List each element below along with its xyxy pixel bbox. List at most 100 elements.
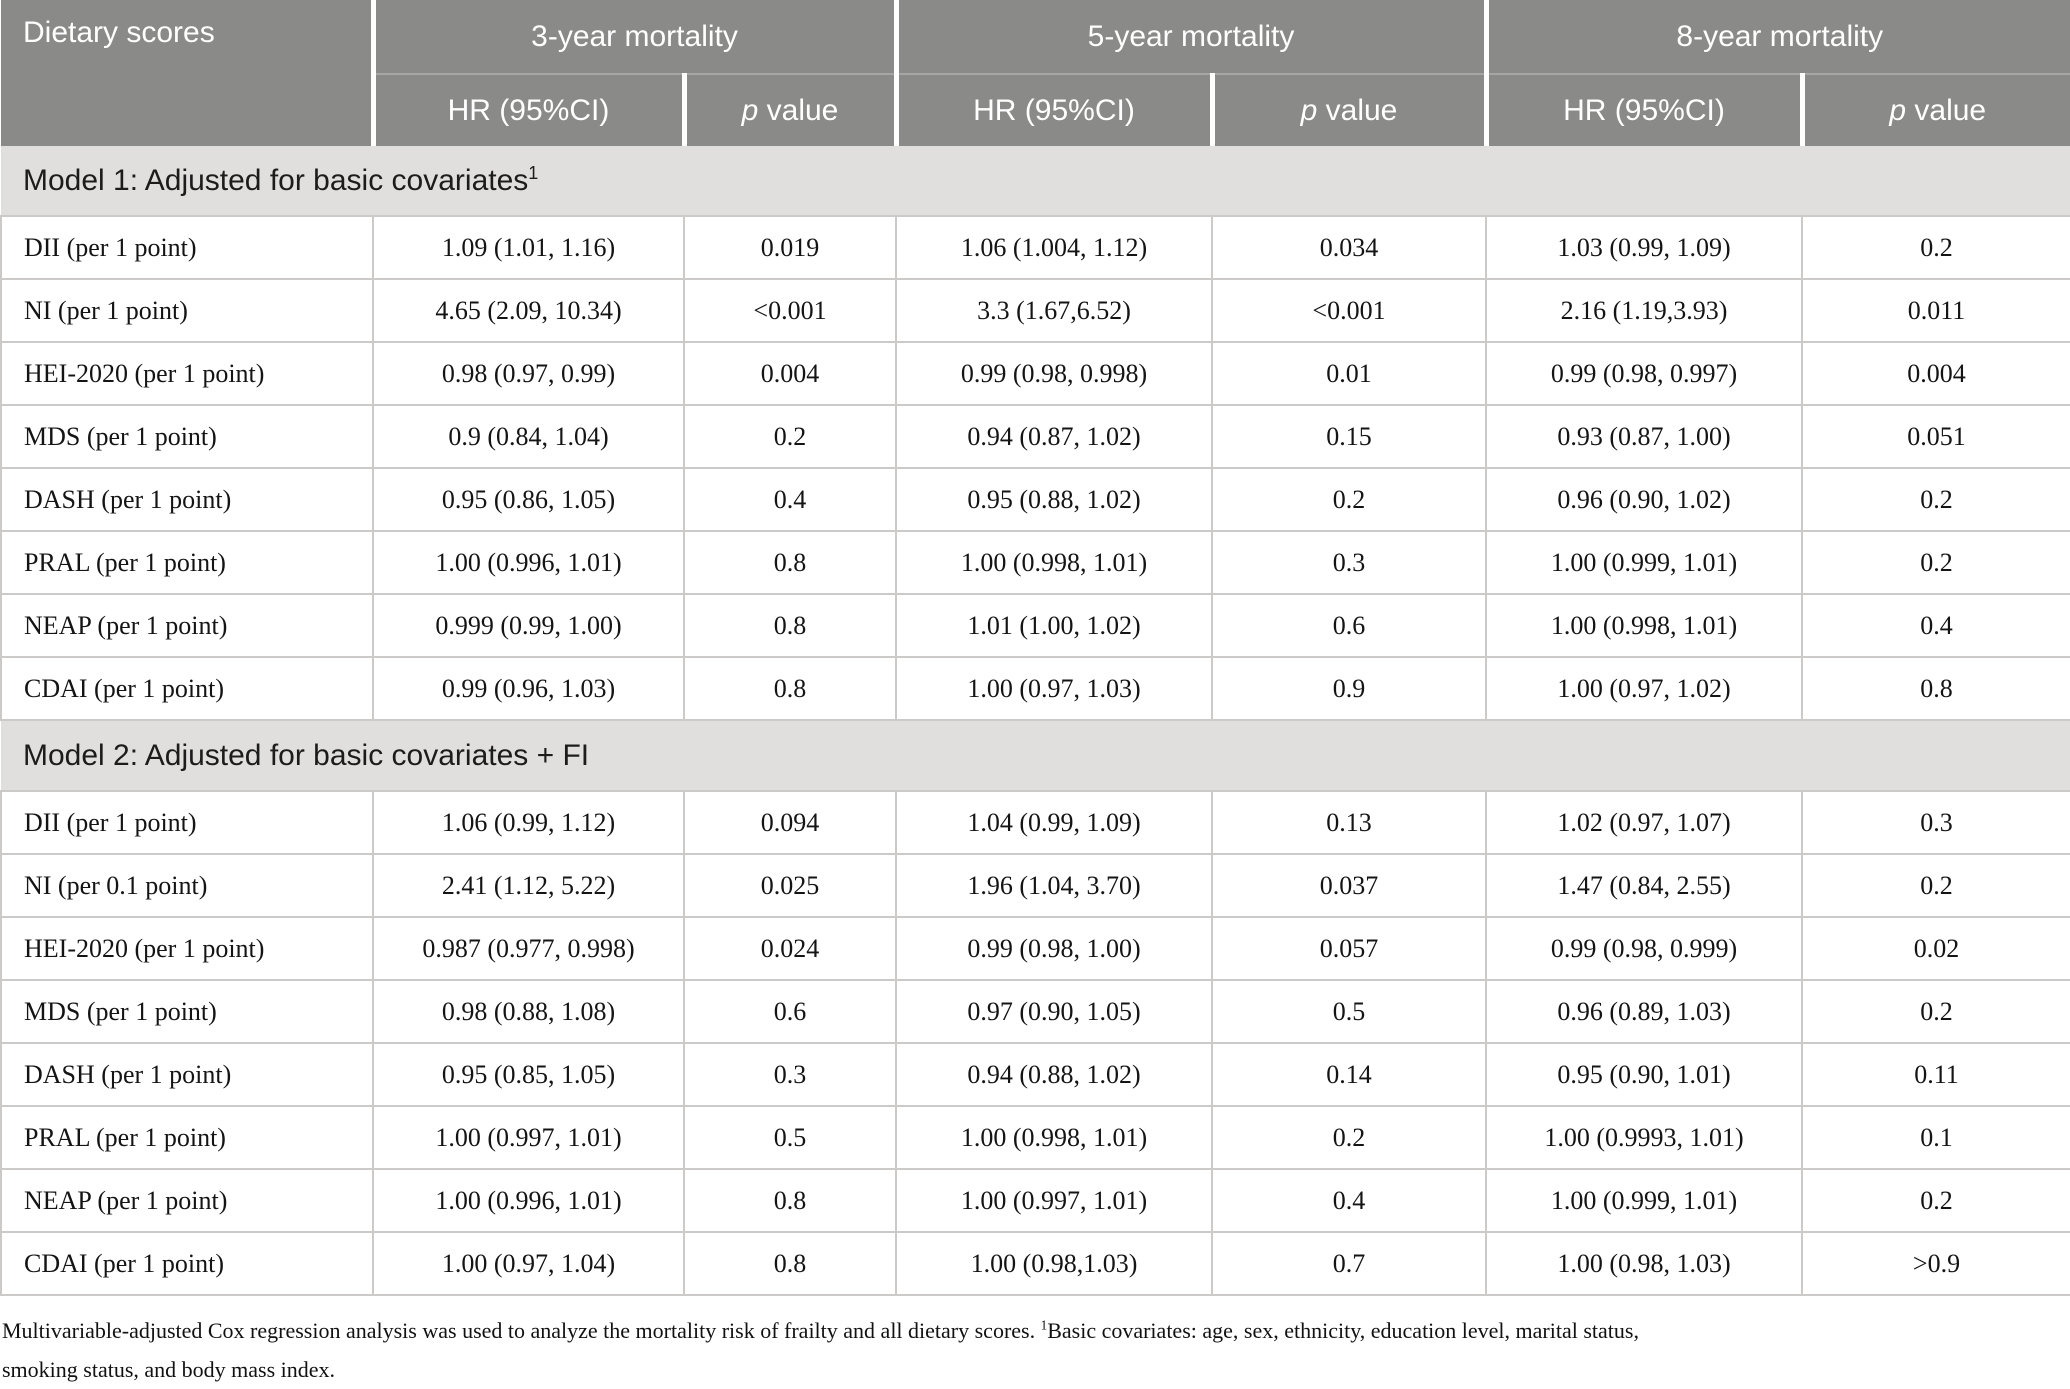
p-value-cell: 0.2 [683, 404, 897, 469]
dietary-score-label: DASH (per 1 point) [0, 467, 374, 532]
footnote-text-post: Basic covariates: age, sex, ethnicity, e… [1047, 1318, 1639, 1343]
dietary-score-label: MDS (per 1 point) [0, 404, 374, 469]
hr-95ci-cell: 1.00 (0.996, 1.01) [372, 1168, 685, 1233]
hr-95ci-cell: 1.00 (0.999, 1.01) [1485, 530, 1803, 595]
table-row: HEI-2020 (per 1 point) 0.98 (0.97, 0.99)… [0, 341, 2070, 406]
p-value-cell: 0.15 [1211, 404, 1487, 469]
table-row: CDAI (per 1 point) 1.00 (0.97, 1.04) 0.8… [0, 1231, 2070, 1296]
hr-95ci-cell: 1.00 (0.9993, 1.01) [1485, 1105, 1803, 1170]
p-value-cell: 0.011 [1801, 278, 2070, 343]
hr-95ci-cell: 0.99 (0.98, 0.999) [1485, 916, 1803, 981]
dietary-score-label: DASH (per 1 point) [0, 1042, 374, 1107]
p-value-cell: 0.2 [1801, 1168, 2070, 1233]
hr-95ci-cell: 0.95 (0.90, 1.01) [1485, 1042, 1803, 1107]
p-value-word: value [1906, 93, 1987, 127]
table-row: HEI-2020 (per 1 point) 0.987 (0.977, 0.9… [0, 916, 2070, 981]
hr-95ci-cell: 1.47 (0.84, 2.55) [1485, 853, 1803, 918]
p-value-cell: 0.004 [1801, 341, 2070, 406]
hr-95ci-cell: 1.00 (0.97, 1.04) [372, 1231, 685, 1296]
p-value-cell: 0.6 [683, 979, 897, 1044]
p-value-cell: 0.3 [683, 1042, 897, 1107]
table-row: NI (per 1 point) 4.65 (2.09, 10.34) <0.0… [0, 278, 2070, 343]
hr-95ci-cell: 0.94 (0.87, 1.02) [895, 404, 1213, 469]
hr-95ci-cell: 4.65 (2.09, 10.34) [372, 278, 685, 343]
mortality-table: Dietary scores 3-year mortality 5-year m… [0, 0, 2070, 1296]
model-2-band-row: Model 2: Adjusted for basic covariates +… [1, 720, 2070, 791]
hr-95ci-cell: 0.999 (0.99, 1.00) [372, 593, 685, 658]
p-value-cell: 0.024 [683, 916, 897, 981]
hr-95ci-cell: 0.99 (0.98, 0.997) [1485, 341, 1803, 406]
hr-95ci-cell: 0.97 (0.90, 1.05) [895, 979, 1213, 1044]
column-group-5-year-mortality: 5-year mortality [893, 0, 1486, 75]
hr-95ci-cell: 1.02 (0.97, 1.07) [1485, 790, 1803, 855]
p-value-cell: 0.019 [683, 215, 897, 280]
dietary-score-label: DII (per 1 point) [0, 215, 374, 280]
table-header: Dietary scores 3-year mortality 5-year m… [1, 0, 2070, 146]
hr-95ci-cell: 0.99 (0.98, 1.00) [895, 916, 1213, 981]
column-header-hr-8yr: HR (95%CI) [1483, 74, 1802, 146]
footnote-line2: smoking status, and body mass index. [2, 1357, 336, 1382]
p-value-cell: 0.6 [1211, 593, 1487, 658]
p-value-cell: <0.001 [1211, 278, 1487, 343]
footnote-text-pre: Multivariable-adjusted Cox regression an… [2, 1318, 1041, 1343]
p-value-cell: 0.8 [683, 1168, 897, 1233]
hr-95ci-cell: 0.9 (0.84, 1.04) [372, 404, 685, 469]
table-row: DASH (per 1 point) 0.95 (0.86, 1.05) 0.4… [0, 467, 2070, 532]
table-row: PRAL (per 1 point) 1.00 (0.996, 1.01) 0.… [0, 530, 2070, 595]
hr-95ci-cell: 1.00 (0.997, 1.01) [895, 1168, 1213, 1233]
hr-95ci-cell: 0.99 (0.96, 1.03) [372, 656, 685, 721]
dietary-score-label: MDS (per 1 point) [0, 979, 374, 1044]
p-value-cell: 0.2 [1801, 467, 2070, 532]
table-row: DII (per 1 point) 1.09 (1.01, 1.16) 0.01… [0, 215, 2070, 280]
dietary-score-label: PRAL (per 1 point) [0, 1105, 374, 1170]
model-1-title-text: Model 1: Adjusted for basic covariates [23, 163, 529, 197]
p-value-cell: 0.8 [683, 530, 897, 595]
column-header-p-5yr: p value [1209, 74, 1486, 146]
table-row: NEAP (per 1 point) 0.999 (0.99, 1.00) 0.… [0, 593, 2070, 658]
dietary-score-label: HEI-2020 (per 1 point) [0, 341, 374, 406]
column-header-p-8yr: p value [1799, 74, 2070, 146]
p-value-cell: 0.4 [1211, 1168, 1487, 1233]
p-value-cell: 0.3 [1211, 530, 1487, 595]
p-value-cell: 0.4 [1801, 593, 2070, 658]
dietary-score-label: NEAP (per 1 point) [0, 593, 374, 658]
dietary-score-label: HEI-2020 (per 1 point) [0, 916, 374, 981]
p-value-cell: 0.14 [1211, 1042, 1487, 1107]
p-value-cell: 0.01 [1211, 341, 1487, 406]
model-1-section-title: Model 1: Adjusted for basic covariates1 [1, 146, 2070, 216]
dietary-score-label: NI (per 1 point) [0, 278, 374, 343]
dietary-score-label: DII (per 1 point) [0, 790, 374, 855]
hr-95ci-cell: 0.95 (0.85, 1.05) [372, 1042, 685, 1107]
p-value-cell: 0.5 [683, 1105, 897, 1170]
p-value-cell: 0.5 [1211, 979, 1487, 1044]
p-value-cell: 0.4 [683, 467, 897, 532]
hr-95ci-cell: 0.93 (0.87, 1.00) [1485, 404, 1803, 469]
p-value-cell: 0.2 [1801, 853, 2070, 918]
hr-95ci-cell: 1.03 (0.99, 1.09) [1485, 215, 1803, 280]
hr-95ci-cell: 1.00 (0.997, 1.01) [372, 1105, 685, 1170]
dietary-score-label: NI (per 0.1 point) [0, 853, 374, 918]
p-value-cell: 0.2 [1801, 530, 2070, 595]
hr-95ci-cell: 2.16 (1.19,3.93) [1485, 278, 1803, 343]
p-value-cell: 0.2 [1801, 215, 2070, 280]
p-value-cell: 0.051 [1801, 404, 2070, 469]
p-value-cell: 0.8 [683, 656, 897, 721]
hr-95ci-cell: 1.00 (0.999, 1.01) [1485, 1168, 1803, 1233]
hr-95ci-cell: 1.01 (1.00, 1.02) [895, 593, 1213, 658]
p-value-cell: 0.8 [683, 1231, 897, 1296]
hr-95ci-cell: 1.00 (0.98,1.03) [895, 1231, 1213, 1296]
p-value-cell: 0.1 [1801, 1105, 2070, 1170]
hr-95ci-cell: 1.00 (0.97, 1.02) [1485, 656, 1803, 721]
footnote-superscript: 1 [1040, 1317, 1048, 1333]
hr-95ci-cell: 0.987 (0.977, 0.998) [372, 916, 685, 981]
table-row: NI (per 0.1 point) 2.41 (1.12, 5.22) 0.0… [0, 853, 2070, 918]
hr-95ci-cell: 0.99 (0.98, 0.998) [895, 341, 1213, 406]
hr-95ci-cell: 2.41 (1.12, 5.22) [372, 853, 685, 918]
p-value-cell: 0.037 [1211, 853, 1487, 918]
p-value-cell: 0.2 [1211, 467, 1487, 532]
hr-95ci-cell: 1.00 (0.996, 1.01) [372, 530, 685, 595]
column-group-3-year-mortality: 3-year mortality [370, 0, 896, 75]
p-value-cell: 0.8 [1801, 656, 2070, 721]
table-body: Model 1: Adjusted for basic covariates1 … [0, 146, 2070, 1296]
